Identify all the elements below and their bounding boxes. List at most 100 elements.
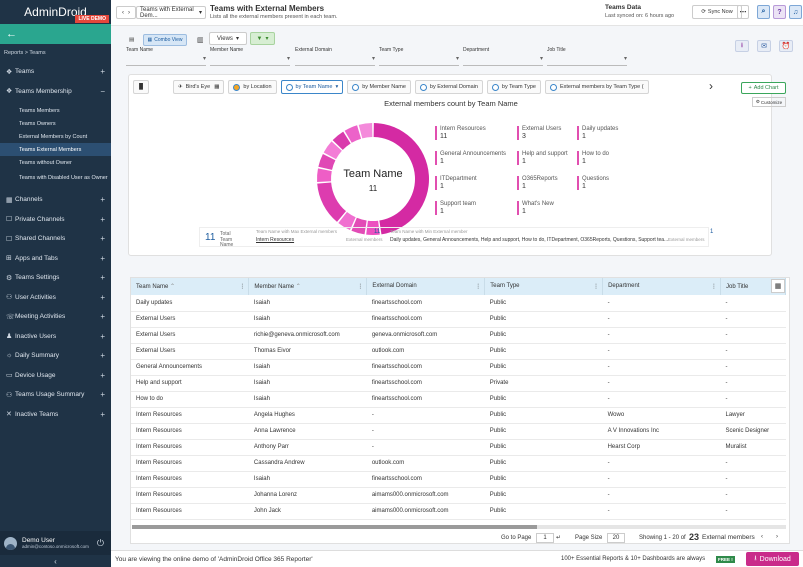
column-menu-icon[interactable]: ⋮ (357, 284, 364, 290)
table-row[interactable]: Intern Resources John Jack aimams000.onmic… (131, 503, 786, 520)
column-chooser-icon[interactable]: ▦ (771, 279, 785, 293)
collapse-sidebar-button[interactable]: ‹ (0, 555, 111, 567)
tab-by-team-name[interactable]: by Team Name ▾ (280, 80, 344, 94)
minus-icon[interactable]: − (100, 86, 105, 96)
legend-item[interactable]: What's New 1 (517, 201, 554, 215)
sort-icon[interactable]: ⌃ (168, 284, 176, 290)
sidebar-subitem-teams-external-members[interactable]: Teams External Members (0, 143, 111, 156)
column-header[interactable]: Job Title (720, 278, 787, 295)
pie-slice[interactable] (344, 125, 362, 143)
pie-slice[interactable] (318, 153, 336, 170)
user-profile[interactable]: Demo User admin@contoso.onmicrosoft.com ⏻ (0, 531, 111, 555)
table-row[interactable]: Intern Resources Johanna Lorenz aimams000.… (131, 487, 786, 504)
legend-item[interactable]: Daily updates 1 (577, 126, 618, 140)
table-row[interactable]: Intern Resources Cassandra Andrew outlook.… (131, 455, 786, 472)
legend-item[interactable]: General Announcements 1 (435, 151, 506, 165)
sidebar-item-teams-usage-summary[interactable]: ⚇ Teams Usage Summary + (0, 385, 111, 405)
download-button[interactable]: ⭳ Download (746, 552, 799, 566)
sidebar-item-teams[interactable]: ❖ Teams + (0, 62, 111, 82)
filter-department[interactable]: ▾ (463, 55, 543, 66)
pie-slice[interactable] (317, 182, 347, 222)
table-row[interactable]: Intern Resources Isaiah fineartsschool.com… (131, 471, 786, 488)
chevron-right-icon[interactable]: › (776, 534, 778, 540)
horizontal-scrollbar[interactable] (132, 525, 786, 529)
nav-arrows[interactable]: ‹ › (116, 6, 136, 19)
sidebar-item-meeting-activities[interactable]: ☏ Meeting Activities + (0, 307, 111, 327)
more-icon[interactable]: ⋯ (737, 5, 749, 19)
pie-slice[interactable] (373, 123, 430, 235)
table-row[interactable]: Help and support Isaiah fineartsschool.com… (131, 375, 786, 392)
views-dropdown[interactable]: Views ▾ (209, 32, 247, 45)
filter-button[interactable]: ▼ ▾ (250, 32, 275, 45)
filter-team-name[interactable]: ▾ (126, 55, 206, 66)
table-row[interactable]: How to do Isaiah fineartsschool.com Public -… (131, 391, 786, 408)
tab-birds-eye[interactable]: ✈ Bird's Eye ▦ (173, 80, 225, 94)
filter-member-name[interactable]: ▾ (210, 55, 290, 66)
sidebar-subitem-teams-members[interactable]: Teams Members (19, 107, 60, 114)
sidebar-item-channels[interactable]: ▦ Channels + (0, 190, 111, 210)
table-row[interactable]: Daily updates Isaiah fineartsschool.com Pub… (131, 295, 786, 312)
sidebar-item-device-usage[interactable]: ▭ Device Usage + (0, 366, 111, 386)
mail-icon[interactable]: ✉ (757, 40, 771, 52)
tab-external-by-team-type[interactable]: External members by Team Type ( (544, 80, 649, 94)
plus-icon[interactable]: + (100, 312, 105, 322)
filter-external-domain[interactable]: ▾ (295, 55, 375, 66)
legend-item[interactable]: How to do 1 (577, 151, 609, 165)
plus-icon[interactable]: + (100, 214, 105, 224)
pie-slice[interactable] (351, 217, 367, 235)
sidebar-item-inactive-teams[interactable]: ✕ Inactive Teams + (0, 405, 111, 425)
sidebar-item-apps-and-tabs[interactable]: ⊞ Apps and Tabs + (0, 249, 111, 269)
filter-job-title[interactable]: ▾ (547, 55, 627, 66)
table-row[interactable]: External Users richie@geneva.onmicrosoft.… (131, 327, 786, 344)
column-header[interactable]: Team Type ⋮ (484, 278, 604, 295)
power-icon[interactable]: ⏻ (96, 538, 104, 548)
sidebar-item-private-channels[interactable]: ☐ Private Channels + (0, 210, 111, 230)
plus-icon[interactable]: + (100, 292, 105, 302)
legend-item[interactable]: Intern Resources 11 (435, 126, 486, 140)
plus-icon[interactable]: + (100, 390, 105, 400)
column-header[interactable]: Team Name ⌃ ⋮ (131, 278, 250, 295)
chevron-right-icon[interactable]: › (709, 79, 713, 93)
plus-icon[interactable]: + (100, 351, 105, 361)
logo[interactable]: AdminDroid LIVE DEMO (0, 0, 111, 24)
column-header[interactable]: External Domain ⋮ (366, 278, 486, 295)
column-menu-icon[interactable]: ⋮ (593, 284, 600, 290)
table-row[interactable]: General Announcements Isaiah fineartsschoo… (131, 359, 786, 376)
table-row[interactable]: Intern Resources Angela Hughes - Public Wowo… (131, 407, 786, 424)
search-icon[interactable]: ⌕ (757, 5, 770, 19)
legend-item[interactable]: External Users 3 (517, 126, 561, 140)
chart-list-icon[interactable]: ▐▌ (133, 80, 149, 94)
tab-by-external-domain[interactable]: by External Domain (414, 80, 483, 94)
sidebar-item-inactive-users[interactable]: ♟ Inactive Users + (0, 327, 111, 347)
doc-icon[interactable]: ▤ (129, 37, 135, 43)
plus-icon[interactable]: + (100, 67, 105, 77)
pie-slice[interactable] (358, 123, 373, 139)
schedule-icon[interactable]: ⏰ (779, 40, 793, 52)
summary-max-name[interactable]: Intern Resources (256, 237, 295, 243)
table-row[interactable]: External Users Thomas Eivor outlook.com Pub… (131, 343, 786, 360)
plus-icon[interactable]: + (100, 331, 105, 341)
column-header[interactable]: Department ⋮ (602, 278, 721, 295)
pie-slice[interactable] (317, 168, 332, 182)
report-selector[interactable]: Teams with External Dem... ▾ (136, 6, 206, 19)
sidebar-item-teams-membership[interactable]: ❖ Teams Membership − (0, 82, 111, 102)
column-menu-icon[interactable]: ⋮ (710, 284, 717, 290)
sidebar-subitem-teams-with-disabled-user-as-owner[interactable]: Teams with Disabled User as Owner (19, 174, 108, 181)
page-size-input[interactable]: 20 (607, 533, 625, 543)
plus-icon[interactable]: + (100, 253, 105, 263)
sidebar-subitem-teams-owners[interactable]: Teams Owners (19, 120, 56, 127)
sync-now-button[interactable]: ⟳ Sync Now (692, 5, 742, 19)
tab-by-member-name[interactable]: by Member Name (347, 80, 411, 94)
export-icon[interactable]: ⭳ (735, 40, 749, 52)
filter-team-type[interactable]: ▾ (379, 55, 459, 66)
pie-slice[interactable] (338, 211, 356, 231)
notifications-icon[interactable]: ♫ (789, 5, 802, 19)
sidebar-subitem-teams-without-owner[interactable]: Teams without Owner (19, 159, 72, 166)
add-chart-button[interactable]: + Add Chart (741, 82, 786, 94)
table-row[interactable]: Intern Resources Anthony Parr - Public Hears… (131, 439, 786, 456)
plus-icon[interactable]: + (100, 195, 105, 205)
sidebar-item-daily-summary[interactable]: ☼ Daily Summary + (0, 346, 111, 366)
goto-page-input[interactable]: 1 (536, 533, 554, 543)
legend-item[interactable]: O365Reports 1 (517, 176, 558, 190)
grid-view-icon[interactable]: ▥ (197, 37, 204, 44)
